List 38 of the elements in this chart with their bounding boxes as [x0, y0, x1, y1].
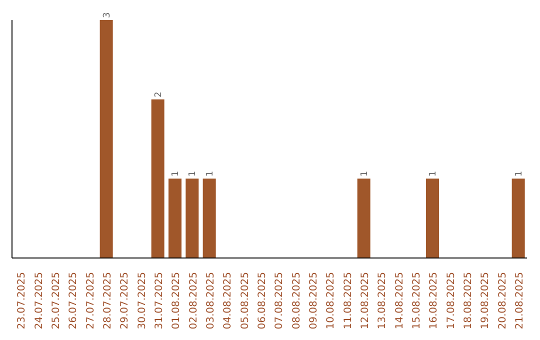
x-tick-label: 16.08.2025 [428, 272, 440, 330]
x-tick-label: 03.08.2025 [205, 272, 216, 330]
data-label: 1 [205, 170, 216, 177]
x-tick-label: 18.08.2025 [462, 272, 474, 330]
x-tick-label: 28.07.2025 [102, 272, 114, 330]
data-label: 3 [102, 12, 112, 18]
x-tick-label: 11.08.2025 [342, 272, 354, 330]
x-tick-label: 30.07.2025 [136, 272, 148, 330]
x-tick-label: 21.08.2025 [514, 272, 526, 330]
x-tick-label: 02.08.2025 [188, 272, 200, 330]
data-label: 1 [428, 170, 438, 177]
x-tick-label: 29.07.2025 [120, 272, 131, 330]
x-tick-label: 31.07.2025 [154, 272, 165, 330]
data-label: 1 [188, 170, 198, 177]
x-tick-label: 12.08.2025 [360, 272, 371, 330]
x-tick-label: 20.08.2025 [497, 272, 508, 330]
x-tick-label: 25.07.2025 [50, 272, 62, 330]
x-tick-label: 09.08.2025 [308, 272, 320, 330]
x-tick-label: 04.08.2025 [222, 272, 234, 330]
data-label: 1 [171, 170, 181, 177]
x-tick-label: 10.08.2025 [326, 272, 337, 330]
data-label: 1 [514, 170, 524, 177]
x-tick-label: 19.08.2025 [480, 272, 492, 330]
data-label: 1 [360, 170, 370, 177]
x-tick-label: 05.08.2025 [240, 272, 251, 330]
x-tick-label: 13.08.2025 [377, 272, 388, 330]
x-tick-label: 01.08.2025 [171, 272, 182, 330]
data-label: 2 [154, 92, 164, 98]
x-tick-label: 14.08.2025 [394, 272, 406, 330]
x-tick-label: 26.07.2025 [68, 272, 80, 330]
x-tick-label: 24.07.2025 [34, 272, 45, 330]
x-tick-label: 17.08.2025 [446, 272, 457, 330]
x-tick-label: 27.07.2025 [85, 272, 96, 330]
x-tick-label: 15.08.2025 [411, 272, 422, 330]
x-tick-label: 07.08.2025 [274, 272, 286, 330]
x-tick-label: 23.07.2025 [16, 272, 28, 330]
x-tick-label: 08.08.2025 [291, 272, 302, 330]
x-tick-label: 06.08.2025 [256, 272, 268, 330]
